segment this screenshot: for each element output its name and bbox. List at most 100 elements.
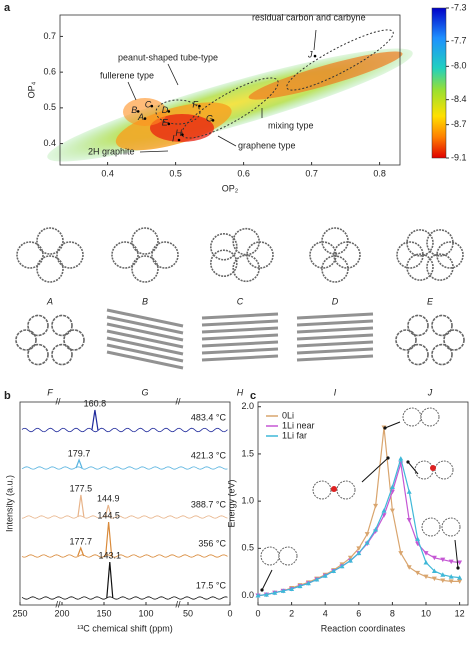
x-tick-label: 0.7 — [305, 168, 318, 178]
point-label: C — [145, 99, 152, 109]
structure-image — [201, 312, 279, 362]
annotation-arrow — [313, 29, 317, 51]
structure-image — [395, 314, 465, 366]
structure-label: B — [142, 296, 148, 306]
ring — [321, 255, 349, 283]
colorbar-tick-label: -9.1 — [451, 152, 467, 162]
y-axis-title: Energy (eV) — [226, 479, 236, 527]
marker — [373, 503, 379, 509]
strand — [106, 308, 184, 328]
ring — [396, 241, 424, 269]
point-marker — [136, 110, 140, 113]
ring — [15, 329, 37, 351]
point-label: J — [307, 49, 313, 59]
marker — [381, 508, 387, 513]
marker — [398, 551, 404, 556]
arrow — [384, 421, 401, 429]
colorbar-tick-label: -8.7 — [451, 119, 467, 129]
y-axis-title: Intensity (a.u.) — [4, 475, 14, 532]
x-tick-label: 100 — [138, 608, 153, 618]
marker — [314, 577, 320, 582]
ring — [51, 314, 73, 337]
annotation: 2H graphite — [88, 146, 135, 156]
annotation: mixing type — [268, 120, 314, 130]
y-tick-label: 1.0 — [241, 496, 254, 506]
x-tick-label: 0.5 — [169, 168, 182, 178]
axis-break: // — [175, 396, 181, 406]
ring — [151, 241, 179, 269]
ring — [210, 249, 238, 278]
marker — [440, 557, 446, 563]
plot-frame — [19, 401, 231, 606]
strand — [296, 319, 374, 327]
marker — [448, 579, 454, 584]
baseline-noise — [21, 596, 228, 600]
ring — [63, 329, 85, 351]
strand — [201, 354, 279, 362]
structure-image — [296, 312, 374, 362]
line — [257, 427, 460, 597]
x-tick-label: 0 — [227, 608, 232, 618]
x-tick-label: 4 — [323, 608, 328, 618]
fullerene-icon — [312, 480, 332, 500]
ring — [246, 241, 274, 269]
x-axis-title: Reaction coordinates — [321, 623, 406, 633]
x-tick-label: 2 — [289, 608, 294, 618]
y-tick-label: 0.5 — [43, 102, 56, 112]
ring — [16, 241, 44, 269]
structure-label: I — [334, 387, 337, 397]
x-tick-label: 150 — [96, 608, 111, 618]
colorbar — [431, 7, 447, 159]
marker — [364, 540, 370, 545]
ring — [321, 227, 349, 255]
x-tick-label: 250 — [12, 608, 27, 618]
colorbar-tick-label: -7.7 — [451, 36, 467, 46]
strand — [201, 340, 279, 348]
structure-image — [309, 227, 361, 283]
strand — [296, 312, 374, 320]
marker — [255, 593, 261, 598]
annotation-arrow — [217, 135, 237, 147]
annotation: fullerene type — [100, 70, 154, 80]
marker — [406, 565, 412, 570]
marker — [423, 551, 429, 556]
peak — [106, 561, 114, 599]
y-tick-label: 0.5 — [241, 543, 254, 553]
plot-frame — [257, 401, 469, 606]
marker — [297, 583, 303, 589]
peak — [105, 521, 113, 557]
marker — [398, 456, 404, 461]
peak-label: 144.5 — [97, 510, 120, 520]
marker — [389, 484, 395, 489]
structure-image — [106, 308, 184, 370]
ring — [210, 232, 238, 261]
point-marker — [313, 54, 317, 58]
structure-image — [111, 227, 179, 283]
marker — [347, 555, 353, 561]
ring — [232, 254, 260, 283]
peak-label: 143.1 — [99, 550, 122, 560]
colorbar-tick-label: -8.0 — [451, 61, 467, 71]
x-tick-label: 200 — [54, 608, 69, 618]
fullerene-icon — [441, 517, 461, 537]
marker — [339, 563, 345, 569]
ring — [407, 343, 429, 366]
point-marker — [167, 110, 171, 113]
point-marker — [143, 117, 147, 120]
x-tick-label: 0.4 — [101, 168, 114, 178]
ring — [27, 314, 49, 337]
point-label: B — [131, 105, 137, 115]
fullerene-icon — [420, 407, 440, 427]
cloud-core — [123, 98, 167, 126]
structure-label: C — [237, 296, 244, 306]
ring — [436, 241, 464, 269]
region-outline — [155, 99, 201, 125]
annotation-arrow — [127, 81, 137, 101]
arrow — [454, 539, 459, 569]
peak — [104, 504, 112, 518]
ring — [407, 314, 429, 337]
axis-break: // — [175, 599, 181, 609]
y-axis-title: OP₄ — [26, 81, 36, 98]
structure-label: A — [46, 296, 53, 306]
x-tick-label: 0 — [255, 608, 260, 618]
